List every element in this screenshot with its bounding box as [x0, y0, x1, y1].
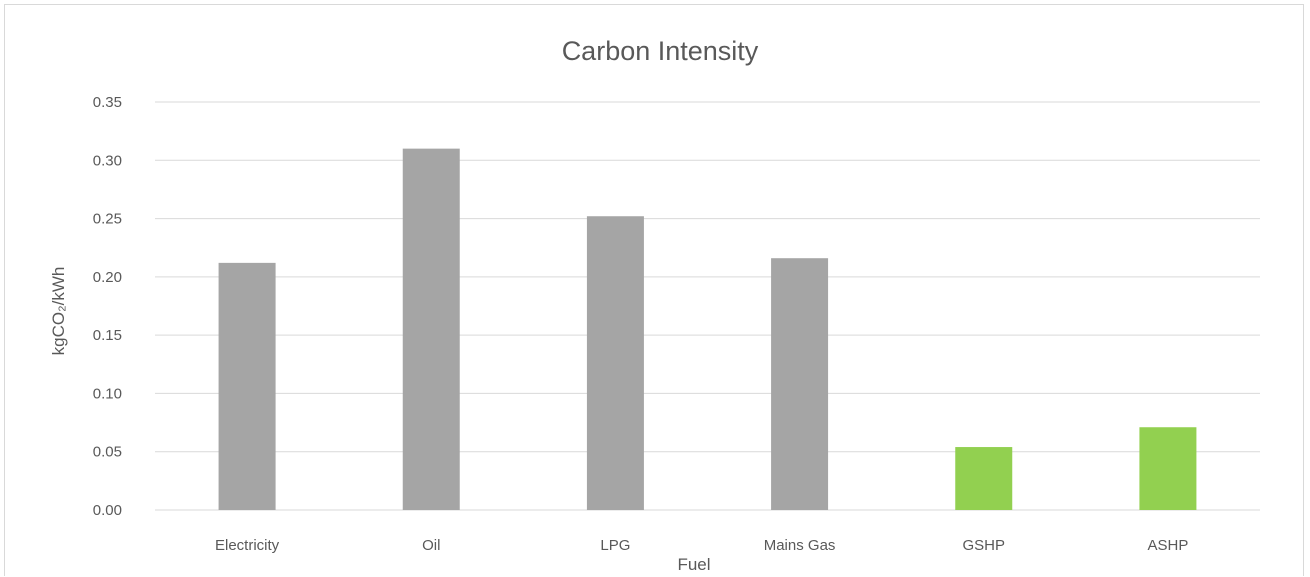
y-tick-label: 0.35: [93, 94, 122, 111]
x-tick-label: ASHP: [1147, 537, 1188, 554]
bar-gshp: [955, 447, 1013, 510]
y-tick-label: 0.10: [93, 385, 122, 402]
chart-title: Carbon Intensity: [562, 36, 759, 66]
bar-mains-gas: [771, 258, 829, 510]
x-tick-label: Electricity: [215, 537, 280, 554]
bar-oil: [402, 148, 460, 510]
bars: [218, 148, 1197, 511]
x-tick-label: Oil: [422, 537, 440, 554]
bar-electricity: [218, 262, 276, 510]
y-tick-label: 0.25: [93, 211, 122, 228]
x-tick-labels: Electricity Oil LPG Mains Gas GSHP ASHP: [215, 537, 1188, 554]
y-tick-label: 0.20: [93, 269, 122, 286]
y-tick-labels: 0.00 0.05 0.10 0.15 0.20 0.25 0.30 0.35: [93, 94, 122, 519]
x-tick-label: LPG: [600, 537, 630, 554]
gridlines: [155, 101, 1260, 511]
x-tick-label: GSHP: [962, 537, 1005, 554]
y-tick-label: 0.30: [93, 152, 122, 169]
y-tick-label: 0.15: [93, 327, 122, 344]
bar-lpg: [586, 216, 644, 511]
x-axis-title: Fuel: [677, 555, 710, 574]
x-tick-label: Mains Gas: [764, 537, 836, 554]
y-tick-label: 0.05: [93, 444, 122, 461]
bar-ashp: [1139, 427, 1197, 510]
y-axis-title: kgCO₂/kWh: [49, 267, 68, 356]
y-tick-label: 0.00: [93, 502, 122, 519]
